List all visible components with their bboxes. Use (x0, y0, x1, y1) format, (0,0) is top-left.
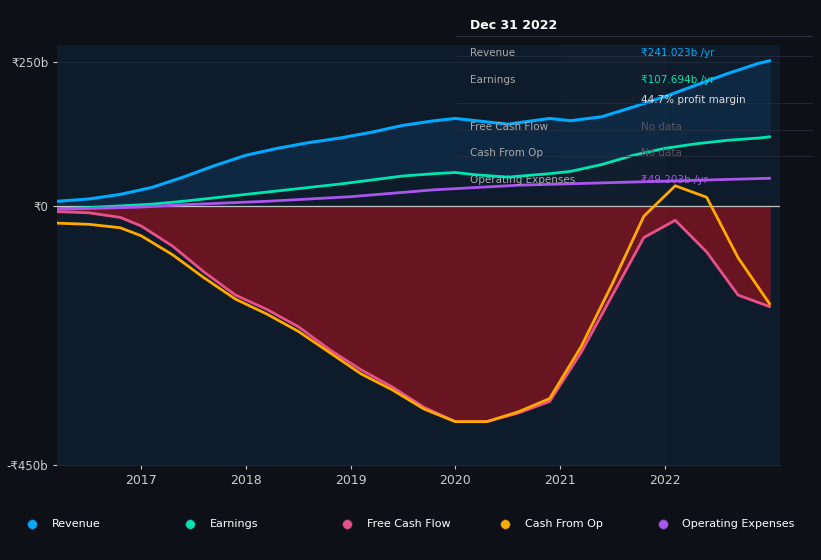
Bar (560, 45, 665, 465)
Text: Operating Expenses: Operating Expenses (470, 175, 576, 185)
Text: Dec 31 2022: Dec 31 2022 (470, 20, 557, 32)
Text: Free Cash Flow: Free Cash Flow (470, 122, 548, 132)
Text: Cash From Op: Cash From Op (470, 148, 543, 158)
Text: 44.7% profit margin: 44.7% profit margin (641, 95, 746, 105)
Text: No data: No data (641, 122, 682, 132)
Text: ₹241.023b /yr: ₹241.023b /yr (641, 48, 715, 58)
Text: ₹107.694b /yr: ₹107.694b /yr (641, 74, 715, 85)
Text: Cash From Op: Cash From Op (525, 519, 603, 529)
Text: Earnings: Earnings (209, 519, 258, 529)
Text: Revenue: Revenue (52, 519, 101, 529)
Text: Free Cash Flow: Free Cash Flow (367, 519, 451, 529)
Text: Earnings: Earnings (470, 74, 516, 85)
Text: No data: No data (641, 148, 682, 158)
Text: ₹49.203b /yr: ₹49.203b /yr (641, 175, 709, 185)
Text: Operating Expenses: Operating Expenses (682, 519, 795, 529)
Text: Revenue: Revenue (470, 48, 515, 58)
